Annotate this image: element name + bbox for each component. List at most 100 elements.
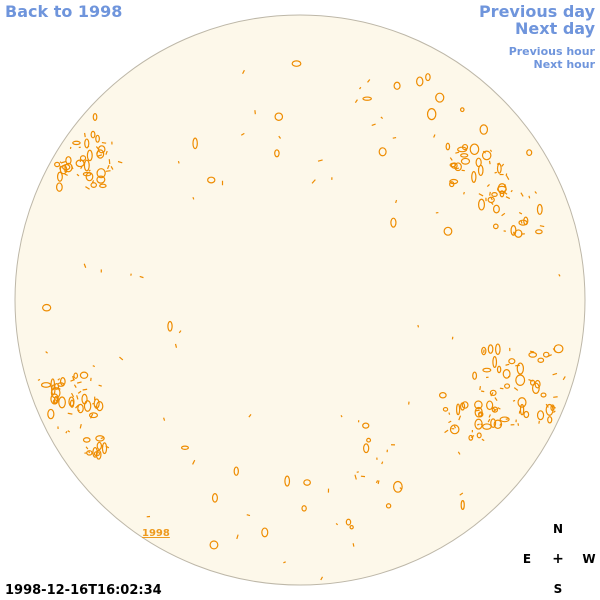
contour-mark [513, 231, 515, 235]
contour-loop [51, 384, 56, 396]
contour-mark [101, 444, 104, 448]
contour-loop [481, 346, 487, 356]
contour-loop [99, 183, 107, 189]
contour-mark [448, 420, 452, 424]
contour-loop [477, 198, 486, 211]
next-day-link[interactable]: Next day [515, 19, 595, 38]
contour-mark [505, 196, 511, 200]
contour-loop [95, 449, 102, 460]
contour-loop [85, 172, 94, 182]
contour-mark [458, 415, 462, 421]
contour-loop [502, 368, 511, 379]
contour-loop [474, 400, 483, 410]
contour-loop [82, 171, 92, 177]
back-to-year-link[interactable]: Back to 1998 [5, 2, 123, 21]
contour-mark [517, 423, 520, 426]
contour-mark [528, 195, 531, 199]
next-hour-link[interactable]: Next hour [533, 58, 596, 71]
contour-mark [463, 191, 465, 195]
contour-mark [455, 167, 460, 170]
contour-loop [425, 73, 431, 82]
contour-loop [460, 153, 469, 158]
contour-loop [476, 432, 482, 439]
contour-mark [88, 169, 91, 172]
contour-mark [236, 534, 239, 540]
contour-mark [479, 386, 482, 391]
contour-mark [100, 436, 105, 440]
contour-loop [362, 422, 370, 429]
contour-loop [167, 320, 173, 332]
contour-loop [515, 374, 526, 386]
year-marker-link[interactable]: 1998 [142, 528, 170, 539]
contour-mark [377, 480, 380, 485]
contour-mark [174, 343, 178, 348]
contour-mark [455, 151, 460, 154]
contour-mark [82, 388, 88, 391]
contour-loop [528, 351, 538, 358]
contour-loop [79, 371, 89, 379]
contour-loop [536, 410, 545, 421]
contour-mark [105, 150, 108, 155]
contour-loop [96, 441, 103, 451]
contour-mark [77, 390, 82, 394]
contour-loop [211, 493, 218, 503]
contour-mark [84, 132, 86, 138]
contour-loop [385, 503, 392, 509]
contour-mark [248, 413, 252, 418]
contour-mark [79, 423, 82, 429]
contour-loop [477, 411, 484, 418]
observation-timestamp: 1998-12-16T16:02:34 [5, 583, 162, 598]
contour-loop [59, 377, 66, 386]
contour-loop [72, 140, 81, 146]
contour-loop [83, 159, 90, 172]
contour-loop [475, 157, 482, 168]
contour-mark [72, 375, 75, 381]
contour-loop [526, 149, 533, 157]
contour-mark [520, 192, 524, 197]
contour-mark [65, 431, 68, 434]
contour-loop [96, 149, 105, 159]
contour-loop [274, 112, 284, 121]
contour-loop [88, 412, 99, 419]
contour-mark [76, 173, 80, 177]
contour-loop [42, 303, 52, 312]
contour-loop [459, 107, 465, 113]
contour-mark [371, 123, 376, 127]
contour-loop [494, 343, 501, 356]
contour-mark [488, 160, 491, 165]
contour-mark [354, 99, 358, 104]
previous-day-link[interactable]: Previous day [478, 2, 595, 21]
contour-mark [506, 175, 510, 181]
contour-loop [491, 406, 499, 413]
contour-mark [192, 196, 195, 200]
contour-mark [392, 136, 397, 139]
contour-mark [558, 273, 561, 277]
contour-mark [486, 183, 490, 188]
contour-mark [553, 396, 558, 398]
contour-loop [90, 182, 98, 188]
contour-mark [85, 446, 89, 450]
contour-loop [435, 92, 445, 103]
contour-loop [449, 181, 455, 188]
contour-mark [75, 404, 80, 409]
contour-mark [311, 179, 316, 184]
contour-loop [542, 351, 550, 358]
previous-hour-link[interactable]: Previous hour [508, 45, 595, 58]
contour-loop [481, 150, 492, 161]
contour-mark [488, 414, 491, 418]
contour-loop [531, 382, 540, 394]
contour-loop [492, 204, 500, 214]
contour-mark [352, 543, 355, 547]
contour-loop [472, 371, 478, 380]
contour-loop [96, 168, 106, 179]
contour-loop [301, 505, 307, 512]
contour-mark [503, 191, 508, 195]
contour-loop [536, 203, 543, 215]
contour-mark [489, 149, 493, 153]
contour-mark [459, 492, 464, 496]
contour-loop [349, 524, 354, 530]
contour-mark [505, 363, 510, 366]
compass-center-icon: + [552, 551, 564, 567]
